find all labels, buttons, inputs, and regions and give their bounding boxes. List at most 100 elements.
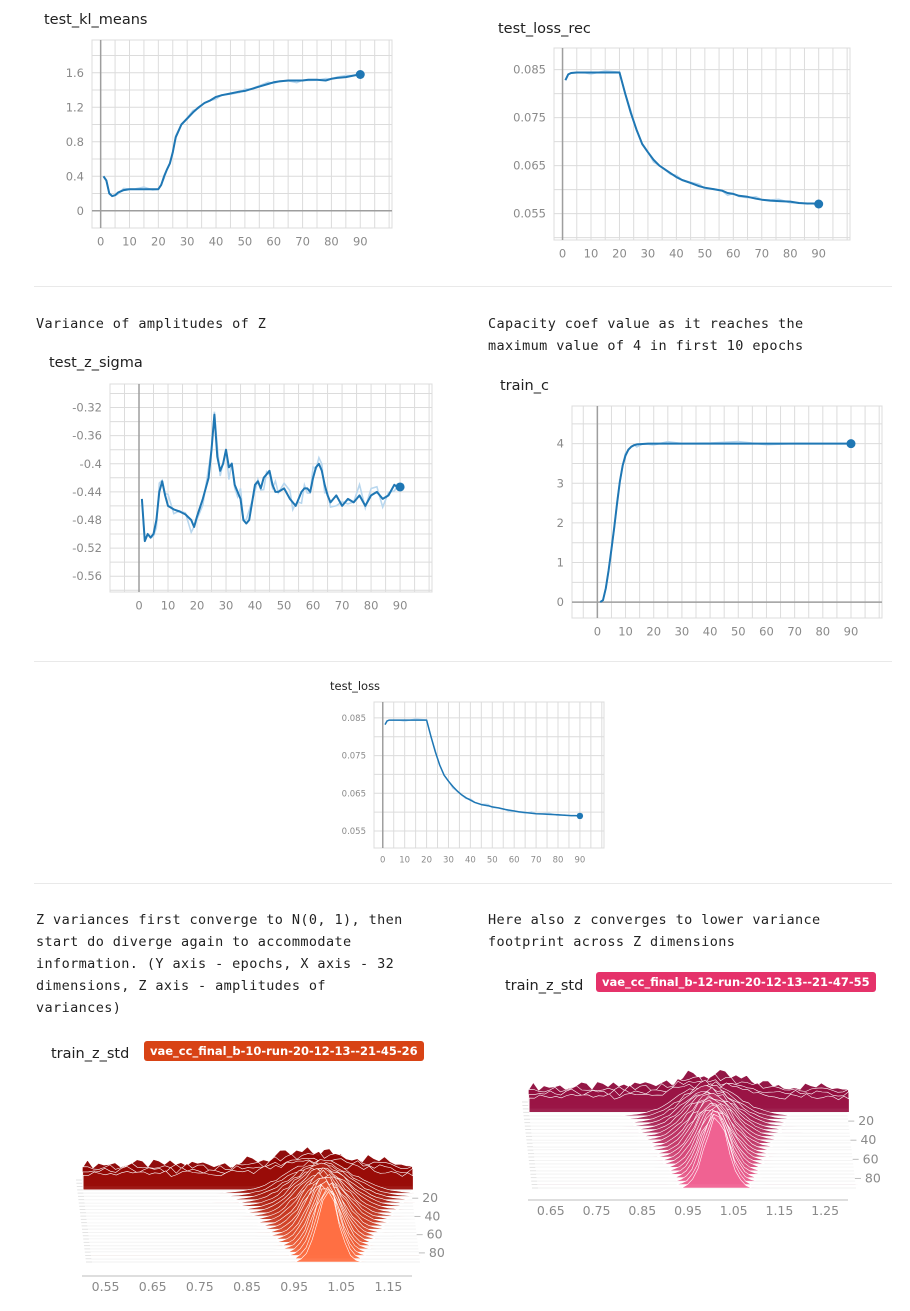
x-tick-label: 10 xyxy=(399,856,410,866)
y-tick-label: -0.48 xyxy=(72,513,102,527)
x-tick-label: 50 xyxy=(277,599,292,613)
gridlines xyxy=(92,40,392,228)
chart-test-loss-rec: 0.055 0.065 0.075 0.085 0 10 20 30 40 50 60 70 80 90 xyxy=(513,47,851,261)
x-tick-label: 20 xyxy=(421,856,432,866)
x-tick-label: 30 xyxy=(675,625,690,639)
x-tick-label: 30 xyxy=(219,599,234,613)
ridge-histogram xyxy=(534,1105,856,1165)
chart-title-train-z-std-2: train_z_std xyxy=(505,978,584,994)
step-label: 60 xyxy=(427,1227,443,1242)
y-tick-label: 0.075 xyxy=(342,752,366,762)
run-tag-1: vae_cc_final_b-10-run-20-12-13--21-45-26 xyxy=(144,1041,424,1061)
y-tick-label: 0.4 xyxy=(66,169,84,183)
x-tick-label: 30 xyxy=(180,235,195,249)
x-tick-label: 60 xyxy=(726,247,741,261)
plot-frame xyxy=(553,47,851,241)
x-tick-label: 1.15 xyxy=(375,1279,403,1294)
y-tick-label: 0.055 xyxy=(342,827,366,837)
chart-title-test-loss: test_loss xyxy=(330,679,381,693)
run-tag-2: vae_cc_final_b-12-run-20-12-13--21-47-55 xyxy=(596,972,876,992)
x-tick-label: 1.25 xyxy=(811,1203,839,1218)
chart-title-test-kl-means: test_kl_means xyxy=(44,12,148,28)
x-tick-label: 80 xyxy=(815,625,830,639)
x-tick-label: 60 xyxy=(306,599,321,613)
x-tick-label: 70 xyxy=(787,625,802,639)
chart-train-z-std-run1: 20 40 60 80 0.55 0.65 0.75 0.85 0.95 1.05 1.15 xyxy=(76,1146,445,1294)
x-tick-label: 70 xyxy=(531,856,542,866)
x-tick-label: 40 xyxy=(248,599,263,613)
y-tick-label: 0.055 xyxy=(513,207,546,221)
divider xyxy=(34,661,892,662)
y-tick-label: -0.56 xyxy=(72,569,102,583)
y-tick-label: 0 xyxy=(557,595,564,609)
x-tick-label: 90 xyxy=(393,599,408,613)
x-tick-label: 0.55 xyxy=(92,1279,120,1294)
x-tick-label: 40 xyxy=(209,235,224,249)
x-tick-label: 10 xyxy=(161,599,176,613)
y-tick-label: 3 xyxy=(557,476,564,490)
y-tick-label: -0.32 xyxy=(72,401,102,415)
x-tick-label: 0.65 xyxy=(139,1279,167,1294)
y-tick-label: -0.52 xyxy=(72,541,102,555)
step-label: 20 xyxy=(422,1190,438,1205)
x-tick-label: 60 xyxy=(509,856,520,866)
x-tick-label: 10 xyxy=(122,235,137,249)
step-label: 60 xyxy=(863,1151,879,1166)
x-tick-label: 0 xyxy=(380,856,385,866)
y-tick-label: 1.6 xyxy=(66,66,84,80)
series-line xyxy=(102,73,361,198)
ridge-histogram xyxy=(92,1191,422,1263)
x-tick-label: 20 xyxy=(151,235,166,249)
x-tick-label: 50 xyxy=(487,856,498,866)
x-tick-label: 50 xyxy=(698,247,713,261)
step-label: 40 xyxy=(860,1132,876,1147)
x-tick-label: 30 xyxy=(443,856,454,866)
x-tick-label: 0 xyxy=(97,235,104,249)
y-tick-label: 0.085 xyxy=(342,714,366,724)
x-tick-label: 0.75 xyxy=(186,1279,214,1294)
chart-test-z-sigma: -0.32 -0.36 -0.4 -0.44 -0.48 -0.52 -0.56 0 10 20 3… xyxy=(72,383,433,613)
x-tick-label: 20 xyxy=(646,625,661,639)
x-tick-label: 0 xyxy=(135,599,142,613)
x-tick-label: 80 xyxy=(783,247,798,261)
last-point-marker xyxy=(814,199,824,209)
gridlines xyxy=(374,702,604,848)
y-tick-label: 1.2 xyxy=(66,100,84,114)
x-tick-label: 90 xyxy=(574,856,585,866)
x-tick-label: 0.65 xyxy=(537,1203,565,1218)
x-tick-label: 80 xyxy=(324,235,339,249)
chart-title-test-loss-rec: test_loss_rec xyxy=(498,21,591,37)
last-point-marker xyxy=(576,812,584,820)
x-tick-label: 0.85 xyxy=(233,1279,261,1294)
step-label: 80 xyxy=(865,1170,880,1185)
x-tick-label: 70 xyxy=(754,247,769,261)
y-tick-label: -0.44 xyxy=(72,485,102,499)
x-tick-label: 80 xyxy=(553,856,564,866)
series-line xyxy=(140,413,401,543)
series-line xyxy=(384,719,580,817)
chart-title-train-c: train_c xyxy=(500,378,549,394)
y-tick-label: 2 xyxy=(557,516,564,530)
x-tick-label: 10 xyxy=(618,625,633,639)
note-lower-variance: Here also z converges to lower variance … xyxy=(488,912,821,950)
x-tick-label: 20 xyxy=(190,599,205,613)
y-tick-label: 0.065 xyxy=(513,159,546,173)
x-tick-label: 90 xyxy=(844,625,859,639)
y-tick-label: 4 xyxy=(557,437,564,451)
divider xyxy=(34,286,892,287)
gridlines xyxy=(572,406,882,618)
x-tick-label: 30 xyxy=(641,247,656,261)
x-tick-label: 60 xyxy=(266,235,281,249)
series-line xyxy=(599,442,851,603)
x-tick-label: 1.15 xyxy=(766,1203,794,1218)
chart-title-test-z-sigma: test_z_sigma xyxy=(49,355,143,371)
series-line xyxy=(564,71,819,205)
x-tick-label: 40 xyxy=(703,625,718,639)
series-raw-line xyxy=(384,718,580,817)
step-label: 20 xyxy=(858,1113,874,1128)
x-tick-label: 1.05 xyxy=(327,1279,355,1294)
y-tick-label: 0 xyxy=(77,204,84,218)
x-tick-label: 0 xyxy=(559,247,566,261)
plot-frame xyxy=(91,39,393,229)
